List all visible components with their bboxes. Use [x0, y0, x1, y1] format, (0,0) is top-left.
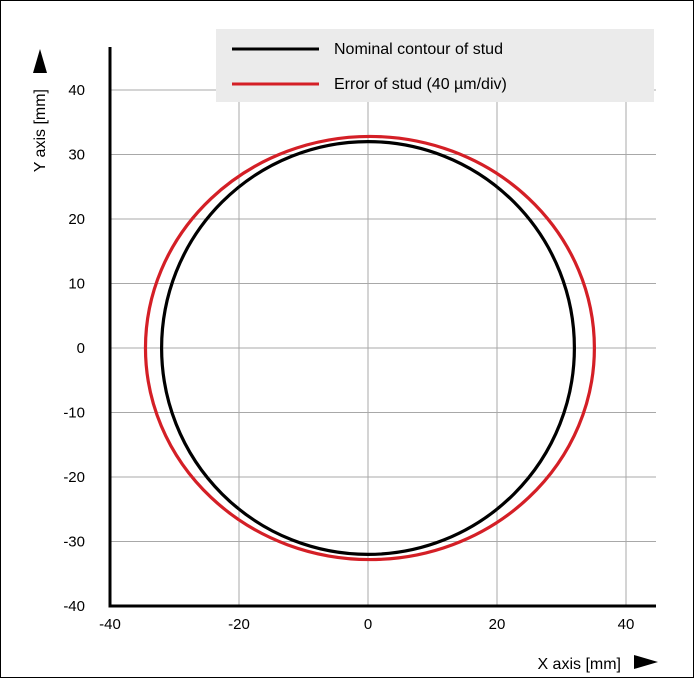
series-nominal-contour — [160, 140, 576, 556]
x-axis-arrow-icon — [634, 655, 658, 669]
y-tick-label: -40 — [63, 598, 85, 615]
legend-label-error: Error of stud (40 µm/div) — [334, 76, 507, 93]
y-tick-label: -20 — [63, 469, 85, 486]
legend-label-nominal: Nominal contour of stud — [334, 41, 503, 58]
y-tick-label: 30 — [68, 147, 85, 164]
y-tick-label: 40 — [68, 82, 85, 99]
grid-lines — [110, 31, 656, 606]
y-tick-label: -30 — [63, 534, 85, 551]
x-tick-label: 40 — [618, 616, 635, 633]
y-tick-label: 20 — [68, 211, 85, 228]
axes — [108, 47, 656, 608]
x-tick-label: 20 — [489, 616, 506, 633]
y-axis-title: Y axis [mm] — [32, 89, 49, 172]
y-tick-label: -10 — [63, 405, 85, 422]
legend: Nominal contour of stud Error of stud (4… — [216, 29, 654, 102]
y-axis-arrow-icon — [33, 49, 47, 73]
x-axis-title: X axis [mm] — [537, 656, 621, 673]
tick-labels: -40 -20 0 20 40 -40 -30 -20 -10 0 10 20 30 40 — [63, 82, 634, 633]
series-error-contour — [143, 134, 596, 562]
x-tick-label: 0 — [364, 616, 372, 633]
y-tick-label: 10 — [68, 276, 85, 293]
x-tick-label: -20 — [228, 616, 250, 633]
y-tick-label: 0 — [77, 340, 85, 357]
legend-background — [216, 29, 654, 102]
plot-area — [143, 134, 596, 562]
x-tick-label: -40 — [99, 616, 121, 633]
